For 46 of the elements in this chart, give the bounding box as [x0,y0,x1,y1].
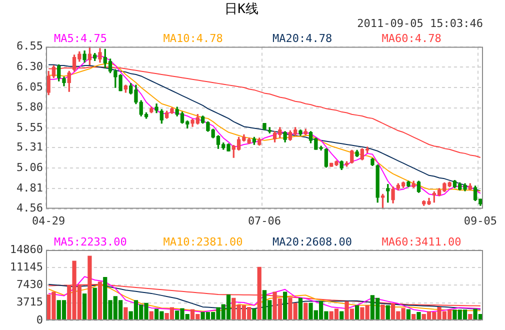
x-tick-label: 04-29 [32,214,66,228]
y-tick-label: 5.55 [16,121,43,134]
y-tick-label: 14860 [10,242,43,256]
text: MA10:2381.00 [163,235,243,248]
bar [298,298,303,320]
y-tick-label: 6.55 [16,40,43,53]
series-label: MA5:4.75 [54,32,107,46]
y-tick-label: 5.80 [16,100,43,114]
bar [412,314,416,320]
chart-title: 日K线 [224,2,258,18]
text: MA20:4.78 [272,32,332,46]
bar [354,305,360,320]
text: MA5:2233.00 [54,235,127,248]
bar [88,256,92,320]
bar [124,307,128,320]
bar [468,314,472,320]
bar [283,292,288,320]
bar [149,311,154,320]
bar [304,302,308,320]
bar [252,308,256,320]
y-tick-label: 3715 [16,296,43,309]
bar [257,266,262,320]
y-tick-label: 4.81 [16,181,43,194]
y-tick-label: 6.30 [16,60,43,74]
bar [82,293,87,320]
y-tick-label: 5.06 [16,160,43,174]
bar [386,305,390,320]
y-tick-label: 11145 [10,260,43,274]
bar [92,288,97,320]
bar [98,282,102,320]
bar [340,311,344,320]
bar [416,312,421,320]
text: MA10:4.78 [163,32,223,46]
y-tick-label: 7430 [16,278,43,292]
text: MA20:2608.00 [272,235,352,248]
y-tick-label: 6.05 [16,80,43,94]
chart-subtitle: 2011-09-05 15:03:46 [357,17,483,30]
y-tick-label: 4.56 [16,202,43,215]
x-tick-label: 09-05 [464,214,497,228]
bar [406,309,411,320]
text: MA60:4.78 [382,32,442,46]
y-tick-label: 0 [36,313,43,326]
bar [380,304,385,320]
y-tick-label: 5.31 [16,140,43,154]
text: MA60:3411.00 [382,235,462,248]
x-tick-label: 07-06 [248,214,282,228]
